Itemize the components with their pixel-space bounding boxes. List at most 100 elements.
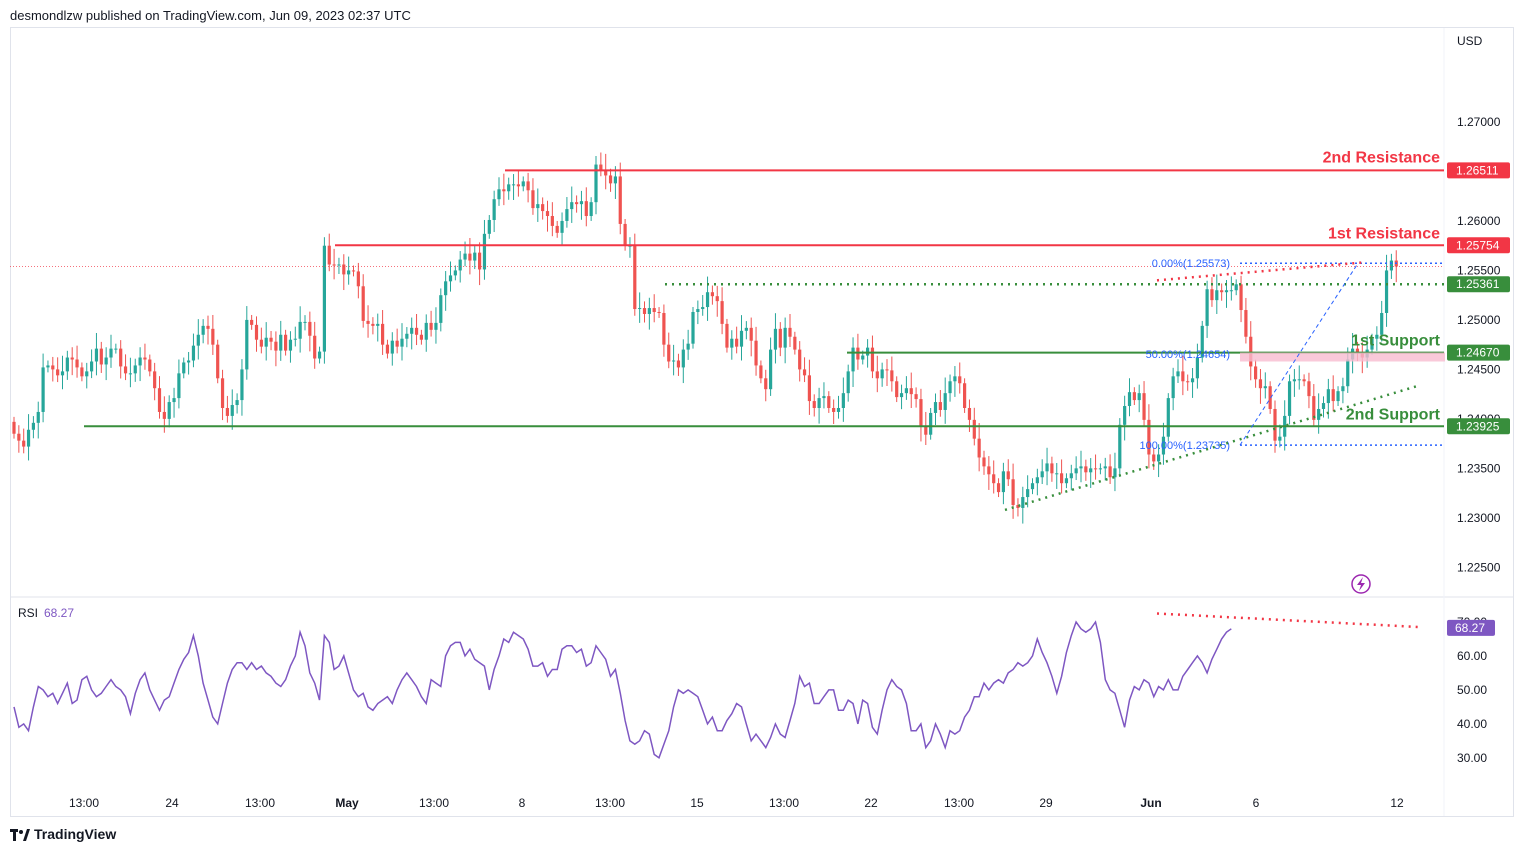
level-price-text: 1.23925 bbox=[1456, 419, 1500, 433]
candle-body bbox=[424, 322, 428, 340]
candle-body bbox=[802, 369, 807, 376]
candle-body bbox=[468, 253, 472, 261]
candle-body bbox=[46, 365, 50, 368]
candle-body bbox=[783, 327, 787, 348]
candle-body bbox=[1317, 408, 1321, 420]
candle-body bbox=[541, 204, 545, 212]
candle-body bbox=[739, 330, 744, 347]
candle-body bbox=[245, 319, 249, 370]
candle-body bbox=[812, 401, 816, 408]
level-price-text: 1.24670 bbox=[1456, 346, 1500, 360]
candle-body bbox=[773, 328, 778, 350]
candle-body bbox=[1060, 473, 1064, 484]
candle-body bbox=[841, 393, 845, 408]
candle-body bbox=[41, 367, 45, 412]
candle-body bbox=[589, 202, 593, 217]
rsi-divergence-line bbox=[1156, 612, 1421, 629]
candle-body bbox=[414, 327, 419, 335]
candle-body bbox=[575, 202, 579, 205]
time-tick-label: 13:00 bbox=[944, 796, 974, 810]
level-label: 1st Resistance bbox=[1328, 225, 1440, 242]
candle-body bbox=[929, 412, 933, 435]
candle-body bbox=[429, 322, 433, 330]
candle-body bbox=[531, 190, 535, 209]
candle-body bbox=[128, 373, 132, 375]
level-price-text: 1.25754 bbox=[1456, 238, 1500, 252]
candle-body bbox=[715, 296, 719, 302]
candle-body bbox=[958, 376, 962, 384]
candle-body bbox=[817, 398, 821, 408]
candle-body bbox=[705, 292, 710, 308]
candle-body bbox=[1064, 478, 1069, 484]
candle-body bbox=[599, 164, 603, 170]
candle-body bbox=[914, 394, 918, 400]
level-price-badge bbox=[1447, 344, 1510, 361]
candle-body bbox=[1098, 468, 1102, 470]
candle-body bbox=[284, 334, 288, 351]
candle-body bbox=[478, 252, 482, 270]
candle-body bbox=[511, 184, 516, 186]
candle-body bbox=[123, 366, 128, 374]
candle-body bbox=[1093, 468, 1098, 470]
candle-body bbox=[65, 357, 69, 372]
candle-body bbox=[642, 308, 647, 314]
candle-body bbox=[453, 270, 457, 276]
candle-body bbox=[754, 340, 758, 366]
price-pane: 2nd Resistance 1st Resistance 1st Support 2… bbox=[10, 149, 1445, 524]
fib-diagonal bbox=[1239, 262, 1359, 446]
candle-body bbox=[1195, 357, 1199, 379]
candle-body bbox=[182, 362, 186, 374]
fib-label: 0.00%(1.25573) bbox=[1152, 258, 1230, 270]
candle-body bbox=[521, 181, 525, 187]
candle-body bbox=[75, 359, 79, 368]
candle-body bbox=[1370, 338, 1374, 350]
candle-body bbox=[720, 301, 724, 324]
candle-body bbox=[1292, 379, 1296, 382]
candle-body bbox=[201, 325, 205, 335]
candle-body bbox=[1142, 393, 1146, 420]
rsi-label: RSI bbox=[18, 606, 38, 620]
alert-lightning-icon[interactable] bbox=[1351, 574, 1371, 594]
candle-body bbox=[608, 175, 613, 184]
price-tick-label: 1.23000 bbox=[1457, 511, 1501, 525]
price-tick-label: 1.26000 bbox=[1457, 214, 1501, 228]
footer-brand-text: TradingView bbox=[34, 826, 117, 842]
fib-label: 50.00%(1.24654) bbox=[1146, 349, 1230, 361]
candle-body bbox=[701, 307, 705, 310]
candle-body bbox=[1297, 379, 1301, 381]
candle-body bbox=[759, 365, 763, 379]
candle-body bbox=[827, 396, 831, 408]
candle-body bbox=[1186, 381, 1190, 383]
axes: 1.270001.260001.255001.250001.245001.240… bbox=[69, 115, 1510, 810]
candle-body bbox=[1229, 290, 1233, 292]
candle-body bbox=[22, 440, 26, 447]
candle-body bbox=[1380, 312, 1384, 335]
candle-body bbox=[788, 327, 792, 337]
candle-body bbox=[633, 245, 637, 310]
candle-body bbox=[1089, 468, 1093, 473]
candle-body bbox=[1287, 381, 1292, 416]
candle-body bbox=[662, 312, 666, 345]
candle-body bbox=[1132, 392, 1136, 401]
candle-body bbox=[1157, 454, 1161, 462]
candle-body bbox=[1074, 468, 1078, 474]
candle-body bbox=[395, 340, 399, 347]
candle-body bbox=[778, 328, 782, 348]
candle-body bbox=[1307, 381, 1311, 397]
candle-body bbox=[371, 323, 375, 326]
candle-body bbox=[1312, 396, 1316, 420]
candle-body bbox=[861, 355, 865, 360]
candle-body bbox=[366, 320, 370, 324]
candle-body bbox=[60, 371, 65, 376]
candle-body bbox=[899, 393, 904, 398]
candle-body bbox=[526, 181, 530, 191]
candle-body bbox=[347, 270, 351, 275]
candle-body bbox=[730, 338, 734, 348]
price-tick-label: 1.23500 bbox=[1457, 461, 1501, 475]
candle-body bbox=[793, 336, 797, 350]
candle-body bbox=[1355, 348, 1360, 353]
rsi-tick-label: 60.00 bbox=[1457, 649, 1487, 663]
price-tick-label: 1.25000 bbox=[1457, 313, 1501, 327]
candle-body bbox=[114, 348, 118, 350]
